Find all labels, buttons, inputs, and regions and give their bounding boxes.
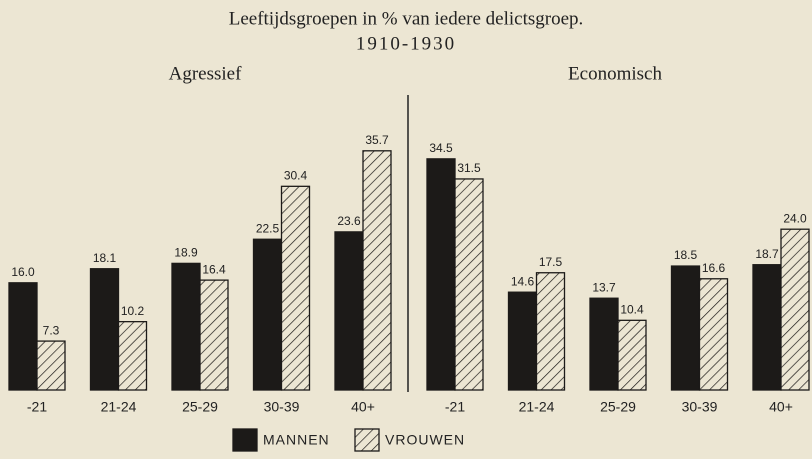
bar bbox=[280, 185, 311, 391]
legend-swatch bbox=[354, 428, 380, 452]
panel-title: Economisch bbox=[568, 63, 662, 84]
legend-label: VROUWEN bbox=[385, 432, 465, 448]
bar bbox=[362, 150, 392, 391]
data-label: 18.9 bbox=[174, 246, 198, 260]
bar bbox=[507, 291, 538, 391]
x-tick-label: 21-24 bbox=[519, 399, 555, 415]
data-label: 14.6 bbox=[511, 274, 535, 288]
panel-title: Agressief bbox=[169, 63, 242, 84]
data-label: 18.1 bbox=[93, 251, 117, 265]
data-label: 16.0 bbox=[11, 265, 35, 279]
bar bbox=[752, 264, 782, 391]
data-label: 35.7 bbox=[365, 133, 389, 147]
data-label: 10.2 bbox=[121, 304, 145, 318]
bar bbox=[252, 238, 283, 391]
bar bbox=[426, 158, 456, 391]
x-tick-label: 25-29 bbox=[600, 399, 636, 415]
x-tick-label: 30-39 bbox=[682, 399, 718, 415]
data-label: 24.0 bbox=[783, 211, 807, 225]
x-tick-label: 30-39 bbox=[264, 399, 300, 415]
bar bbox=[617, 319, 647, 391]
data-label: 16.6 bbox=[702, 261, 726, 275]
bar bbox=[334, 231, 364, 391]
chart-subtitle: 1910-1930 bbox=[356, 33, 456, 54]
data-label: 34.5 bbox=[429, 141, 453, 155]
bar bbox=[117, 321, 148, 391]
bar bbox=[171, 262, 201, 391]
x-tick-label: -21 bbox=[27, 399, 47, 415]
x-tick-label: 21-24 bbox=[101, 399, 137, 415]
bar bbox=[535, 272, 566, 391]
data-label: 31.5 bbox=[457, 161, 481, 175]
bar bbox=[36, 340, 66, 391]
bar bbox=[8, 282, 38, 391]
bar bbox=[698, 278, 729, 391]
data-label: 18.7 bbox=[755, 247, 779, 261]
data-label: 7.3 bbox=[43, 323, 60, 337]
bar bbox=[670, 265, 701, 391]
data-label: 22.5 bbox=[256, 221, 280, 235]
x-tick-label: 40+ bbox=[769, 399, 793, 415]
bar bbox=[589, 297, 619, 391]
legend-label: MANNEN bbox=[263, 432, 330, 448]
data-label: 18.5 bbox=[674, 248, 698, 262]
chart-title: Leeftijdsgroepen in % van iedere delicts… bbox=[229, 8, 584, 29]
bar bbox=[199, 279, 229, 391]
bar bbox=[780, 228, 810, 391]
bar bbox=[454, 178, 484, 391]
data-label: 16.4 bbox=[202, 262, 226, 276]
data-label: 23.6 bbox=[337, 214, 361, 228]
bar bbox=[89, 268, 120, 391]
x-tick-label: -21 bbox=[445, 399, 465, 415]
data-label: 10.4 bbox=[620, 302, 644, 316]
x-tick-label: 40+ bbox=[351, 399, 375, 415]
legend-swatch bbox=[232, 428, 258, 452]
data-label: 13.7 bbox=[592, 280, 616, 294]
x-tick-label: 25-29 bbox=[182, 399, 218, 415]
data-label: 17.5 bbox=[539, 255, 563, 269]
data-label: 30.4 bbox=[284, 168, 308, 182]
